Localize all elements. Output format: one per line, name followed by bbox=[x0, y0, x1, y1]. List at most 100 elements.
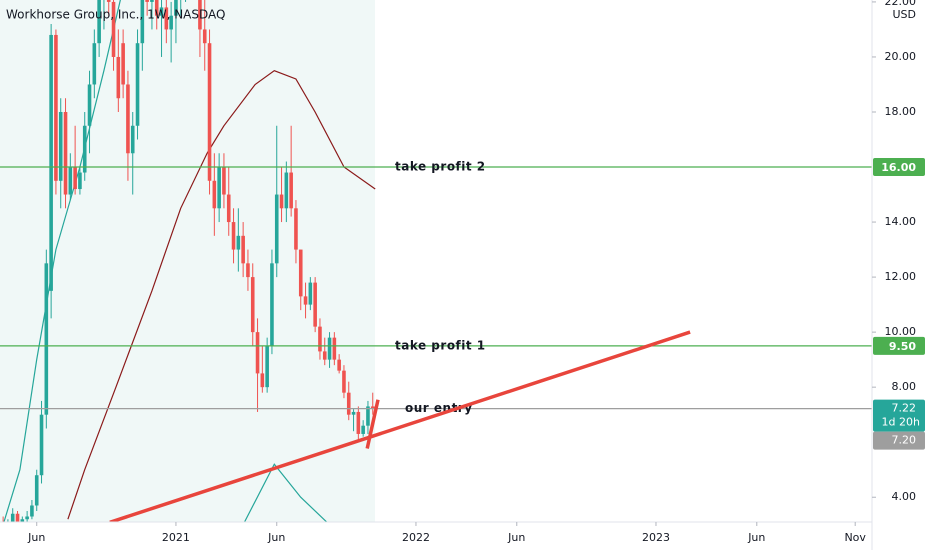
candle-body bbox=[54, 34, 58, 181]
candle-body bbox=[106, 0, 111, 2]
candle-body bbox=[265, 345, 269, 388]
candle-body bbox=[169, 15, 173, 30]
candle-body bbox=[370, 406, 375, 409]
plot-area: take profit 2 take profit 1 our entry bbox=[0, 0, 872, 522]
candle-body bbox=[82, 125, 87, 173]
countdown: 1d 20h bbox=[882, 416, 920, 429]
candle-body bbox=[97, 0, 101, 44]
y-tick-label: 10.00 bbox=[885, 325, 917, 338]
candle-body bbox=[236, 235, 241, 250]
price-tag bbox=[873, 399, 925, 432]
candle-body bbox=[116, 56, 121, 99]
y-tick-label: 14.00 bbox=[885, 215, 917, 228]
candle-body bbox=[212, 180, 217, 209]
x-tick-label: Jun bbox=[747, 531, 765, 544]
candle-body bbox=[366, 406, 370, 426]
moving-average bbox=[3, 0, 328, 522]
price-tag-label: 16.00 bbox=[881, 161, 916, 174]
candle-body bbox=[294, 208, 298, 250]
candle-body bbox=[318, 326, 322, 352]
candle-body bbox=[15, 513, 20, 522]
trend-line bbox=[365, 399, 380, 449]
chart-title: Workhorse Group, Inc., 1W, NASDAQ bbox=[6, 8, 225, 22]
y-tick-label: 18.00 bbox=[885, 105, 917, 118]
candle-body bbox=[164, 7, 169, 30]
candle-body bbox=[159, 7, 164, 16]
candle-body bbox=[25, 516, 29, 520]
candle-body bbox=[361, 425, 365, 434]
price-tag-label: 9.50 bbox=[889, 340, 916, 353]
candle-body bbox=[356, 411, 361, 434]
candle-body bbox=[279, 194, 284, 209]
x-tick-label: Nov bbox=[844, 531, 866, 544]
candle-body bbox=[49, 34, 53, 291]
candle-body bbox=[250, 277, 255, 333]
candle-body bbox=[39, 414, 44, 476]
candle-body bbox=[44, 263, 49, 415]
y-tick-label: 8.00 bbox=[892, 380, 917, 393]
candle-body bbox=[222, 167, 226, 195]
session-highlight bbox=[0, 0, 375, 522]
x-tick-label: Jun bbox=[267, 531, 285, 544]
candle-body bbox=[140, 0, 145, 44]
candle-body bbox=[270, 263, 274, 346]
y-tick-label: 4.00 bbox=[892, 490, 917, 503]
candle-body bbox=[308, 282, 313, 305]
candle-body bbox=[87, 84, 92, 126]
candle-body bbox=[174, 0, 178, 16]
x-tick-label: Jun bbox=[507, 531, 525, 544]
price-tag bbox=[873, 431, 925, 450]
candle-body bbox=[130, 125, 135, 154]
candle-body bbox=[92, 43, 97, 85]
candle-body bbox=[111, 1, 116, 57]
candle-body bbox=[327, 337, 332, 360]
price-tag-label: 7.20 bbox=[892, 434, 917, 447]
x-tick-label: 2022 bbox=[402, 531, 430, 544]
candle-body bbox=[68, 167, 73, 195]
candle-body bbox=[58, 111, 63, 181]
candle-body bbox=[342, 370, 346, 393]
candle-body bbox=[332, 337, 337, 360]
candle-body bbox=[126, 84, 130, 154]
candle-body bbox=[274, 194, 279, 264]
candle-body bbox=[73, 167, 77, 190]
candle-body bbox=[303, 296, 308, 305]
level-label: our entry bbox=[405, 401, 473, 415]
y-tick-label: 12.00 bbox=[885, 270, 917, 283]
candle-body bbox=[337, 359, 341, 371]
candle-body bbox=[135, 43, 140, 126]
candle-body bbox=[207, 43, 212, 181]
price-tag bbox=[873, 158, 925, 177]
candle-body bbox=[145, 0, 149, 2]
candle-body bbox=[30, 505, 34, 517]
y-tick-label: 20.00 bbox=[885, 50, 917, 63]
candle-body bbox=[154, 0, 159, 16]
candle-body bbox=[226, 194, 231, 223]
candle-body bbox=[260, 373, 265, 388]
candle-body bbox=[150, 0, 154, 2]
price-tag bbox=[873, 336, 925, 355]
currency: USD bbox=[892, 8, 916, 21]
candle-body bbox=[313, 282, 317, 327]
trend-line bbox=[109, 330, 691, 522]
y-tick-label: 22.00 bbox=[885, 0, 917, 8]
candle-body bbox=[241, 235, 245, 264]
candle-body bbox=[202, 29, 207, 44]
candle-body bbox=[255, 332, 260, 374]
x-tick-label: Jun bbox=[27, 531, 45, 544]
candle-body bbox=[121, 43, 125, 85]
candle-body bbox=[198, 0, 202, 30]
level-label: take profit 1 bbox=[395, 338, 486, 352]
x-tick-label: 2023 bbox=[642, 531, 670, 544]
price-tag-label: 7.22 bbox=[892, 402, 917, 415]
candle-body bbox=[10, 513, 15, 522]
axes: 4.00 8.00 10.00 12.00 14.00 18.00 20.00 22.00 Ju… bbox=[27, 0, 925, 544]
candle-body bbox=[351, 411, 356, 415]
candle-body bbox=[231, 222, 236, 250]
candle-body bbox=[322, 351, 327, 360]
candle-body bbox=[346, 392, 351, 415]
candle-body bbox=[246, 263, 250, 278]
x-tick-label: 2021 bbox=[162, 531, 190, 544]
candle-body bbox=[20, 519, 25, 522]
